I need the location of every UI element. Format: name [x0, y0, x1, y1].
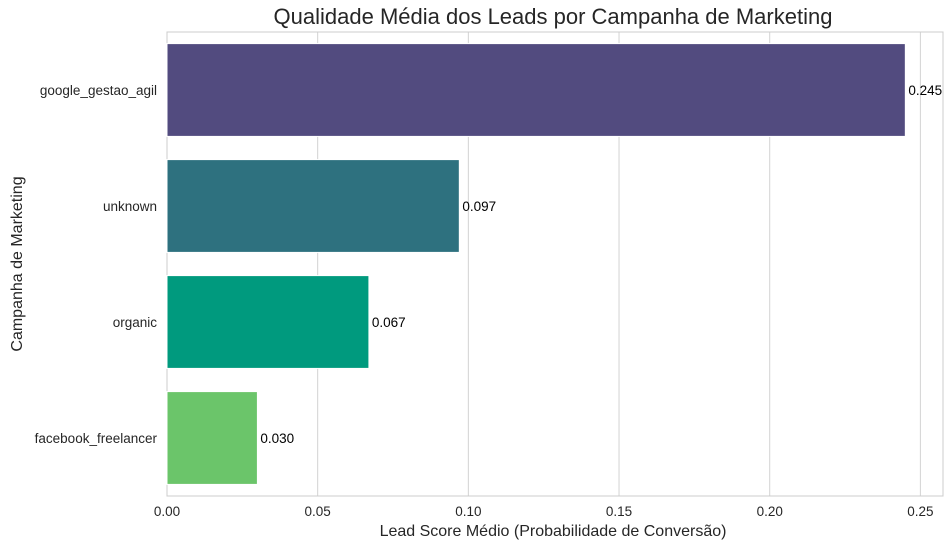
y-axis-title: Campanha de Marketing [9, 176, 26, 351]
x-axis-ticks: 0.00 0.05 0.10 0.15 0.20 0.25 [154, 504, 934, 519]
chart-title: Qualidade Média dos Leads por Campanha d… [274, 4, 833, 29]
data-label: 0.067 [372, 315, 406, 330]
x-axis-title: Lead Score Médio (Probabilidade de Conve… [380, 523, 727, 540]
data-label: 0.245 [908, 83, 942, 98]
data-label: 0.030 [260, 431, 294, 446]
bar-unknown [166, 159, 460, 253]
bar-facebook-freelancer [166, 391, 258, 485]
x-tick-label: 0.10 [455, 504, 481, 519]
y-tick-label: google_gestao_agil [40, 83, 157, 98]
bars [166, 43, 906, 485]
bar-google-gestao-agil [166, 43, 906, 137]
x-tick-label: 0.25 [907, 504, 933, 519]
x-tick-label: 0.20 [757, 504, 783, 519]
y-tick-label: organic [113, 315, 158, 330]
plot-frame [166, 31, 944, 497]
y-tick-label: unknown [103, 199, 157, 214]
bar-organic [166, 275, 370, 369]
x-tick-label: 0.15 [606, 504, 632, 519]
data-labels: 0.245 0.097 0.067 0.030 [260, 83, 942, 446]
x-tick-label: 0.05 [305, 504, 331, 519]
y-tick-label: facebook_freelancer [35, 431, 158, 446]
x-tick-label: 0.00 [154, 504, 180, 519]
data-label: 0.097 [462, 199, 496, 214]
